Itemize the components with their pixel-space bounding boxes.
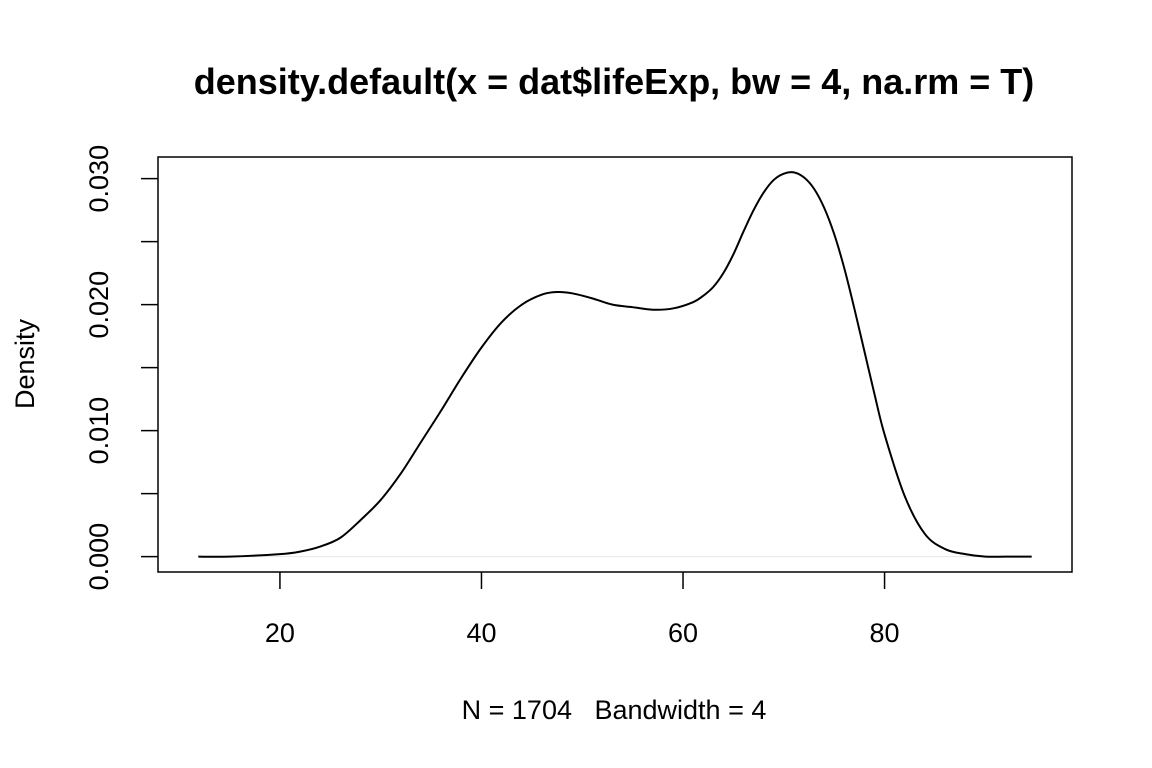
x-tick-label: 80 xyxy=(870,618,900,648)
series-layer xyxy=(198,171,1032,558)
y-axis-label: Density xyxy=(10,318,40,409)
x-axis: 20 40 60 80 xyxy=(265,572,900,648)
x-axis-label: N = 1704 Bandwidth = 4 xyxy=(462,695,767,725)
x-tick-label: 40 xyxy=(466,618,496,648)
x-tick-label: 60 xyxy=(668,618,698,648)
y-tick-label: 0.030 xyxy=(84,145,114,213)
y-tick-label: 0.020 xyxy=(84,271,114,339)
plot-frame xyxy=(157,156,1073,573)
x-tick-label: 20 xyxy=(265,618,295,648)
y-tick-label: 0.000 xyxy=(84,523,114,591)
density-curve xyxy=(198,171,1032,558)
y-axis: 0.000 0.010 0.020 0.030 xyxy=(84,145,158,590)
y-tick-label: 0.010 xyxy=(84,397,114,465)
chart-title: density.default(x = dat$lifeExp, bw = 4,… xyxy=(194,61,1035,102)
